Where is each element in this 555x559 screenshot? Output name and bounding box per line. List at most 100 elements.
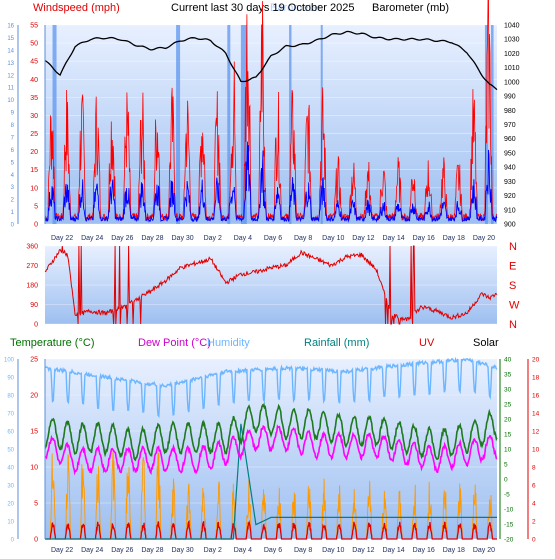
wind-highlight-bar (289, 25, 292, 224)
x-axis-label: Day 2 (204, 235, 222, 242)
humidity-axis-tick: 80 (7, 394, 14, 400)
humidity-axis-tick: 70 (7, 412, 14, 418)
barometer-series (44, 30, 498, 91)
barometer-axis-tick: 1000 (504, 79, 520, 86)
x-axis-label: Day 16 (413, 235, 435, 242)
wind-axis-tick: 40 (30, 77, 38, 84)
x-axis-label: Day 18 (443, 235, 465, 242)
barometer-axis-tick: 960 (504, 136, 516, 143)
compass-label: S (509, 280, 516, 292)
wind-outer-axis-tick: 0 (11, 223, 15, 229)
barometer-axis-tick: 1020 (504, 51, 520, 58)
rain-right-axis-tick: 20 (532, 357, 540, 364)
windspeed-title: Windspeed (mph) (33, 2, 120, 14)
x-axis-label-bottom: Day 28 (141, 547, 163, 554)
wind-axis-tick: 50 (30, 41, 38, 48)
compass-label: W (509, 300, 520, 312)
compass-label: N (509, 241, 517, 253)
wind-outer-axis-tick: 8 (11, 123, 15, 129)
temp-right-axis-tick: 5 (504, 462, 508, 469)
x-axis-label: Day 8 (294, 235, 312, 242)
temp-axis-tick: 20 (30, 393, 38, 400)
compass-label: E (509, 261, 516, 273)
uv-title: UV (419, 337, 435, 349)
temp-axis-tick: 15 (30, 429, 38, 436)
wind-axis-tick: 25 (30, 131, 38, 138)
x-axis-label-bottom: Day 12 (352, 547, 374, 554)
x-axis-label: Day 12 (352, 235, 374, 242)
wind-outer-axis-tick: 2 (11, 198, 15, 204)
dewpoint-title: Dew Point (°C) (138, 337, 211, 349)
wind-axis-tick: 20 (30, 149, 38, 156)
axes: 0510152025303540455055012345678910111213… (4, 23, 540, 555)
x-axis-label: Day 26 (111, 235, 133, 242)
x-axis-label-bottom: Day 6 (264, 547, 282, 554)
x-axis-label-bottom: Day 24 (81, 547, 103, 554)
barometer-axis-tick: 930 (504, 179, 516, 186)
humidity-axis-tick: 0 (11, 538, 15, 544)
x-axis-label-bottom: Day 8 (294, 547, 312, 554)
rain-right-axis-tick: 18 (532, 375, 540, 382)
rainfall-line (45, 423, 497, 540)
humidity-axis-tick: 20 (7, 502, 14, 508)
temp-right-axis-tick: -5 (504, 492, 510, 499)
barometer-axis-tick: 1040 (504, 23, 520, 30)
wind-axis-tick: 5 (34, 203, 38, 210)
temp-right-axis-tick: 35 (504, 372, 512, 379)
temp-axis-tick: 0 (34, 537, 38, 544)
humidity-axis-tick: 100 (4, 358, 15, 364)
wind-highlight-bar (52, 25, 57, 224)
wind-series (44, 0, 498, 224)
x-axis-label-bottom: Day 18 (443, 547, 465, 554)
barometer-axis-tick: 1030 (504, 37, 520, 44)
rain-right-axis-tick: 0 (532, 537, 536, 544)
x-axis-label: Day 6 (264, 235, 282, 242)
wind-outer-axis-tick: 1 (11, 210, 15, 216)
wind-outer-axis-tick: 10 (7, 98, 14, 104)
x-axis-label-bottom: Day 2 (204, 547, 222, 554)
temp-right-axis-tick: 0 (504, 477, 508, 484)
wind-axis-tick: 0 (34, 222, 38, 229)
barometer-axis-tick: 970 (504, 122, 516, 129)
humidity-axis-tick: 50 (7, 448, 14, 454)
rain-right-axis-tick: 6 (532, 483, 536, 490)
humidity-axis-tick: 30 (7, 484, 14, 490)
x-axis-label-bottom: Day 10 (322, 547, 344, 554)
wind-speed-line (44, 141, 498, 223)
dewpoint-line (44, 424, 498, 476)
rain-right-axis-tick: 14 (532, 411, 540, 418)
barometer-axis-tick: 910 (504, 207, 516, 214)
rain-right-axis-tick: 10 (532, 447, 540, 454)
humidity-title: Humidity (207, 337, 250, 349)
temp-right-axis-tick: 40 (504, 357, 512, 364)
temp-axis-tick: 5 (34, 501, 38, 508)
solar-title: Solar (473, 337, 499, 349)
direction-axis-tick: 90 (30, 302, 38, 309)
barometer-axis-tick: 900 (504, 222, 516, 229)
temperature-series (44, 356, 498, 540)
rain-right-axis-tick: 12 (532, 429, 540, 436)
direction-axis-tick: 180 (26, 283, 38, 290)
x-axis-label-bottom: Day 4 (234, 547, 252, 554)
wind-highlight-bar (176, 25, 181, 224)
wind-outer-axis-tick: 14 (7, 48, 14, 54)
barometer-axis-tick: 920 (504, 193, 516, 200)
humidity-axis-tick: 10 (7, 520, 14, 526)
wind-highlight-bar (240, 25, 247, 224)
wind-axis-tick: 55 (30, 23, 38, 30)
rainfall-title: Rainfall (mm) (304, 337, 369, 349)
wind-outer-axis-tick: 12 (7, 73, 14, 79)
barometer-axis-tick: 1010 (504, 65, 520, 72)
direction-axis-tick: 270 (26, 263, 38, 270)
wind-axis-tick: 45 (30, 59, 38, 66)
x-axis-label: Day 30 (172, 235, 194, 242)
barometer-axis-tick: 990 (504, 94, 516, 101)
x-axis-label: Day 22 (51, 235, 73, 242)
wind-outer-axis-tick: 7 (11, 135, 15, 141)
temperature-line (44, 402, 498, 462)
x-axis-label-bottom: Day 16 (413, 547, 435, 554)
temp-right-axis-tick: 10 (504, 447, 512, 454)
wind-axis-tick: 10 (30, 185, 38, 192)
x-axis-label: Day 20 (473, 235, 495, 242)
